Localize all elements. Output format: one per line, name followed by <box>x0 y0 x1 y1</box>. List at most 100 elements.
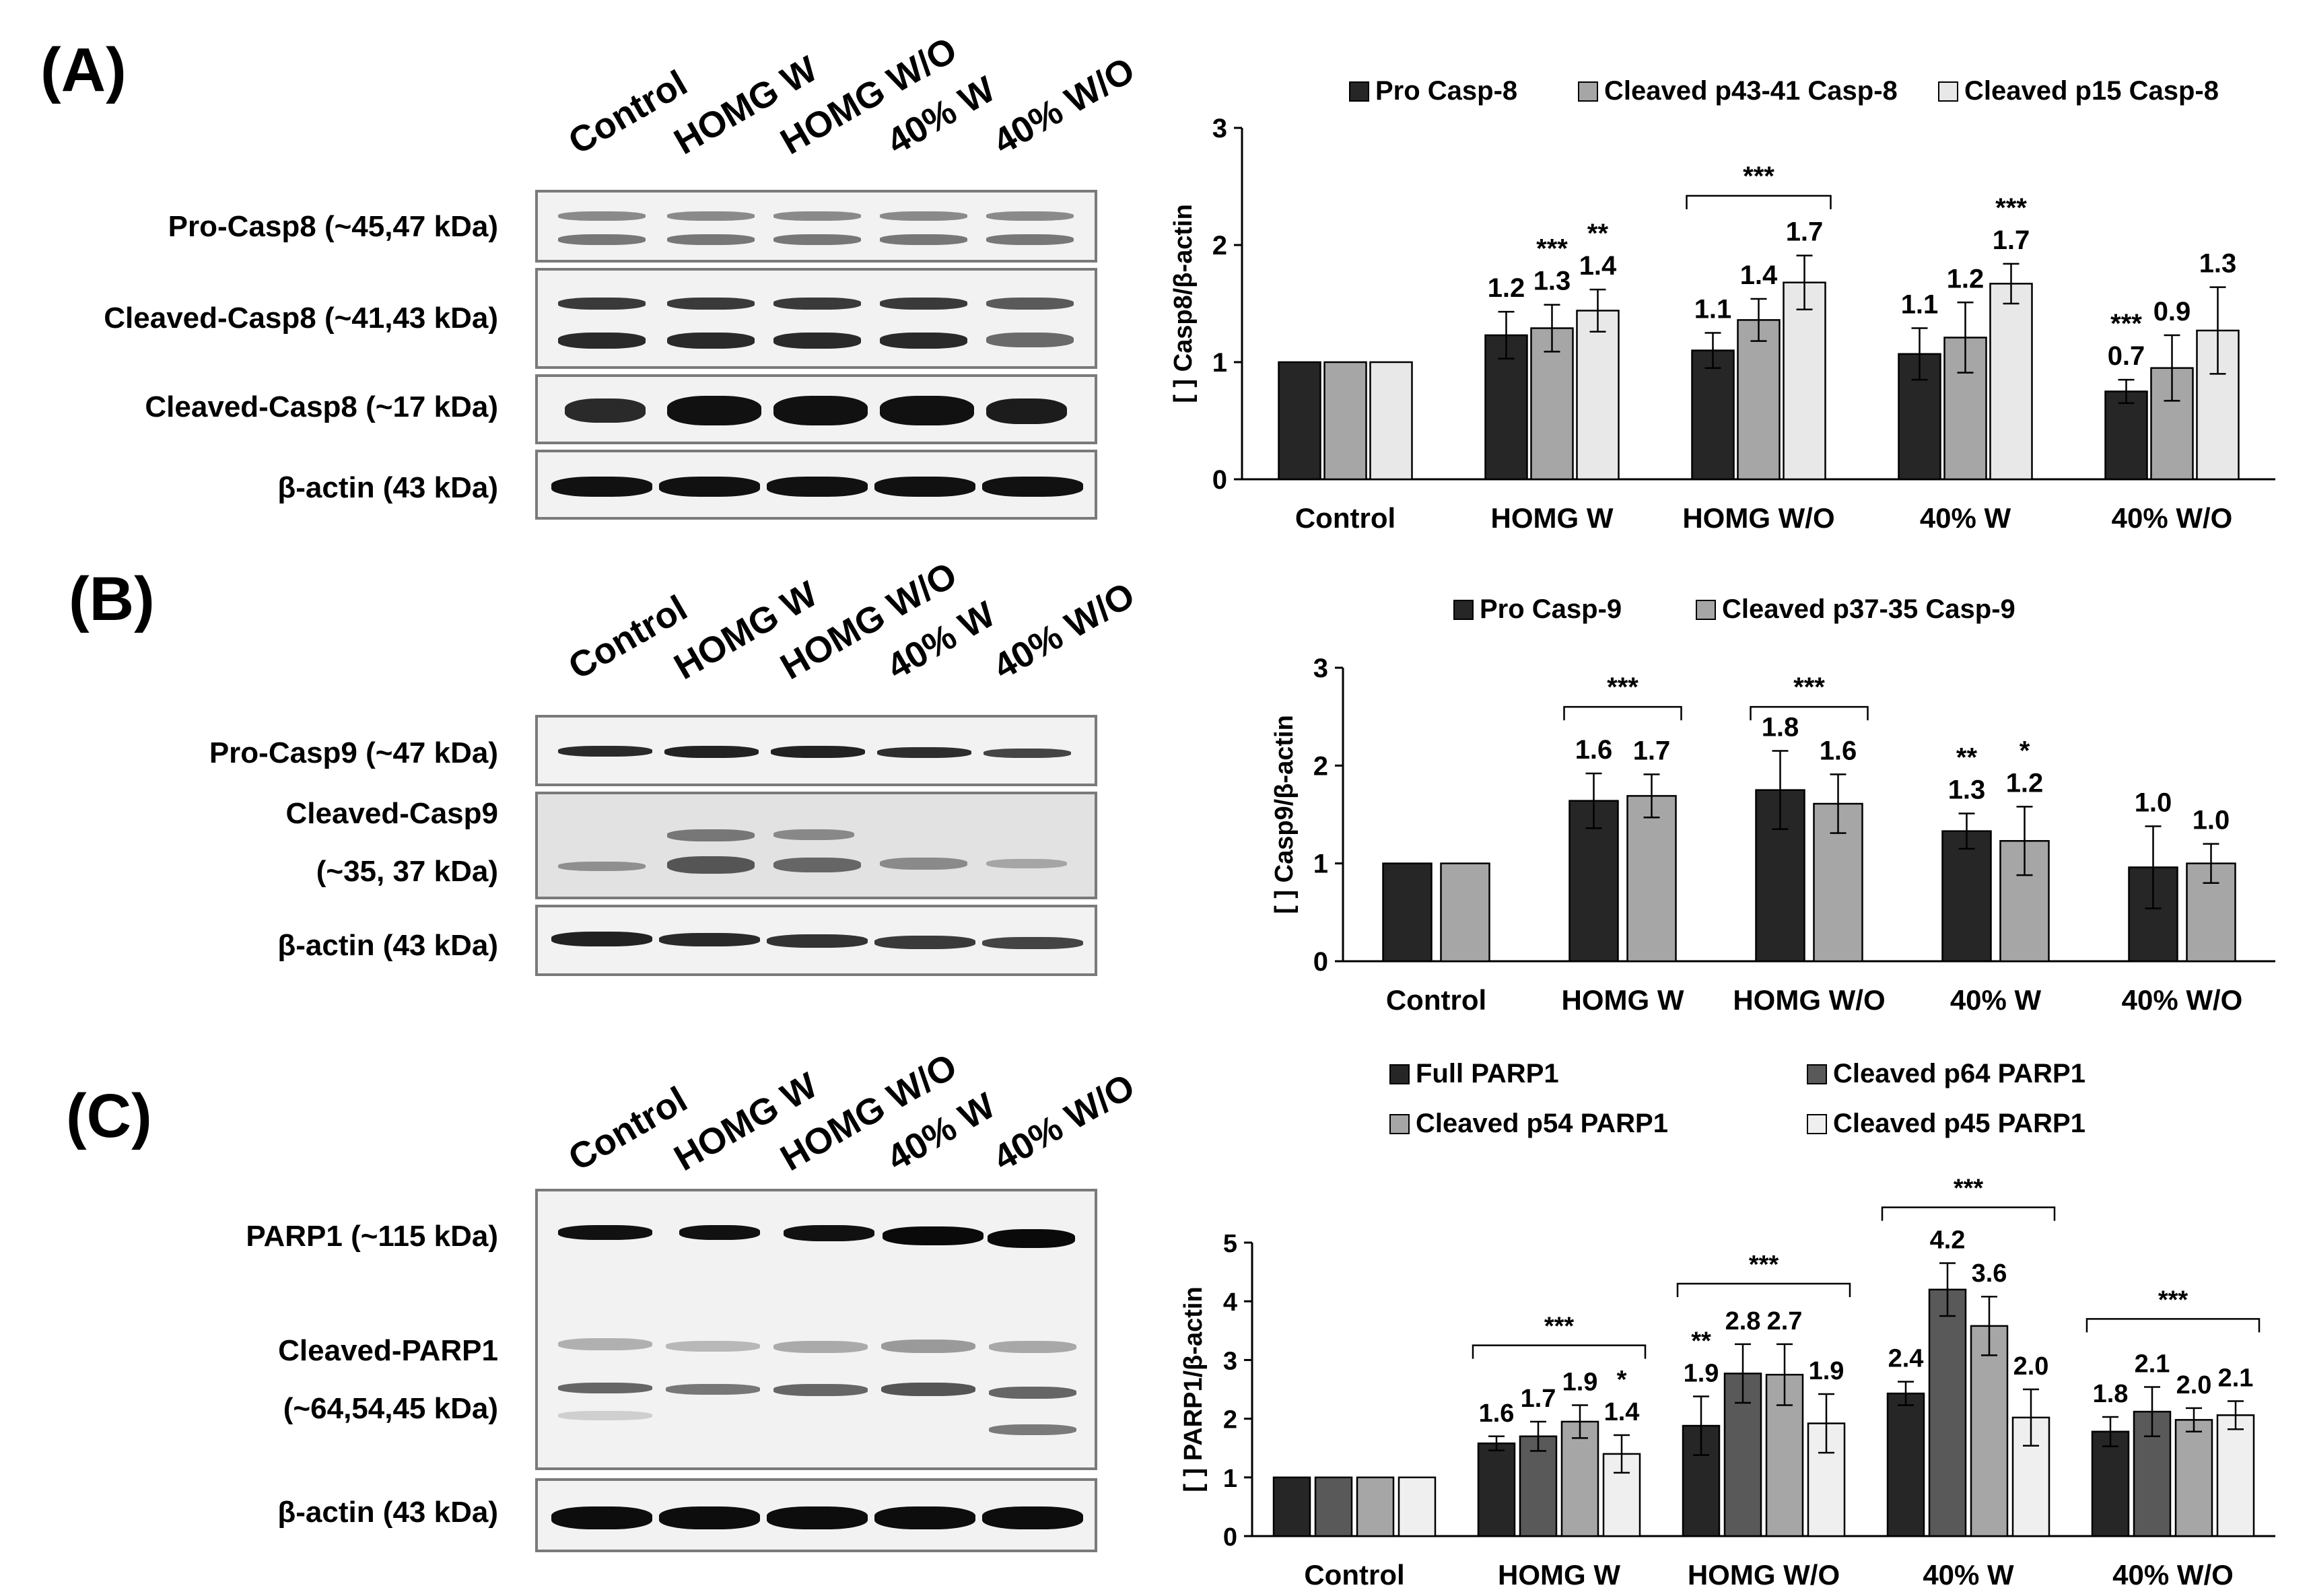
x-tick-label: 40% W <box>1923 1559 2014 1591</box>
blot-band <box>877 747 971 758</box>
blot-band <box>666 1384 760 1395</box>
y-axis-label: [ ] Casp9/β-actin <box>1270 715 1299 914</box>
blot-band <box>664 746 759 758</box>
significance-stars: *** <box>1544 1313 1575 1341</box>
data-label: 2.4 <box>1888 1345 1924 1373</box>
bar <box>1783 281 1826 481</box>
significance-stars: *** <box>1749 1251 1779 1279</box>
bar <box>1626 795 1677 963</box>
row-label-pro-casp9: Pro-Casp9 (~47 kDa) <box>209 736 498 769</box>
blot-band <box>767 934 868 948</box>
blot-band <box>558 746 652 757</box>
panel-c-letter: (C) <box>66 1082 152 1150</box>
data-label: 1.1 <box>1694 295 1732 324</box>
bar <box>1989 283 2033 481</box>
y-tick-label: 5 <box>1223 1230 1237 1258</box>
blot-cleaved-casp8-17 <box>535 374 1097 444</box>
data-label: 1.6 <box>1575 735 1613 765</box>
significance-stars: *** <box>2158 1286 2188 1314</box>
blot-cleaved-casp9 <box>535 792 1097 899</box>
blot-band <box>551 477 652 497</box>
blot-band <box>771 746 865 758</box>
blot-band <box>667 211 755 221</box>
legend-label: Cleaved p45 PARP1 <box>1833 1109 2085 1138</box>
significance-stars: *** <box>1793 672 1825 702</box>
blot-band <box>880 396 974 425</box>
blot-band <box>773 1341 868 1353</box>
bar <box>1519 1435 1558 1537</box>
legend-label: Pro Casp-9 <box>1480 594 1622 624</box>
blot-band <box>986 298 1074 310</box>
y-tick-label: 1 <box>1212 348 1227 378</box>
row-label-beta-actin-a: β-actin (43 kDa) <box>277 471 498 504</box>
bar <box>2216 1414 2255 1537</box>
bar <box>2091 1430 2130 1537</box>
legend-label: Cleaved p37-35 Casp-9 <box>1722 594 2015 624</box>
blot-beta-actin-b <box>535 905 1097 976</box>
blot-band <box>773 298 861 310</box>
blot-band <box>667 856 755 874</box>
legend-swatch <box>1807 1114 1827 1134</box>
row-label-cleaved-casp9-kda: (~35, 37 kDa) <box>316 855 498 888</box>
blot-band <box>773 1384 868 1396</box>
blot-band <box>986 398 1067 424</box>
blot-band <box>880 234 967 245</box>
data-label: 1.2 <box>1488 273 1525 303</box>
bar <box>1477 1442 1516 1537</box>
y-tick-label: 3 <box>1223 1347 1237 1375</box>
bar <box>1941 830 1992 963</box>
blot-band <box>773 333 861 349</box>
row-label-cleaved-casp9: Cleaved-Casp9 <box>285 797 498 830</box>
significance-stars: *** <box>1995 193 2027 223</box>
significance-stars: *** <box>1743 162 1774 191</box>
blot-band <box>880 333 967 349</box>
data-label: 1.6 <box>1479 1399 1515 1428</box>
blot-band <box>558 1411 652 1420</box>
blot-band <box>986 859 1067 868</box>
blot-band <box>883 1226 984 1245</box>
blot-band <box>667 234 755 245</box>
blot-band <box>874 1506 975 1529</box>
legend-label: Cleaved p43-41 Casp-8 <box>1604 76 1898 106</box>
legend-swatch <box>1389 1064 1410 1084</box>
bar <box>1314 1476 1353 1537</box>
data-label: 1.0 <box>2193 806 2230 835</box>
data-label: 1.0 <box>2135 788 2172 817</box>
significance-bracket <box>1750 705 1869 721</box>
bar <box>1928 1288 1967 1537</box>
row-label-cleaved-parp1: Cleaved-PARP1 <box>278 1334 498 1367</box>
y-axis-label: [ ] PARP1/β-actin <box>1179 1286 1208 1492</box>
x-tick-label: HOMG W/O <box>1688 1559 1840 1591</box>
blot-band <box>881 1340 975 1353</box>
legend-label: Cleaved p54 PARP1 <box>1416 1109 1668 1138</box>
blot-band <box>773 211 861 221</box>
legend-swatch <box>1696 600 1716 620</box>
x-tick-label: Control <box>1386 984 1486 1016</box>
blot-band <box>667 333 755 349</box>
data-label: 2.0 <box>2176 1371 2212 1399</box>
blot-band <box>659 933 760 946</box>
blot-pro-casp9 <box>535 715 1097 786</box>
data-label: 1.6 <box>1820 736 1857 765</box>
y-axis-label: [ ] Casp8/β-actin <box>1169 204 1198 403</box>
data-label: 2.7 <box>1767 1307 1803 1335</box>
panel-a-letter: (A) <box>40 36 127 104</box>
blot-band <box>667 298 755 310</box>
y-tick-label: 0 <box>1313 947 1328 977</box>
data-label: 0.9 <box>2153 297 2191 326</box>
legend-swatch <box>1807 1064 1827 1084</box>
bar <box>1737 319 1781 481</box>
x-tick-label: 40% W/O <box>2112 1559 2234 1591</box>
y-tick-label: 3 <box>1313 654 1328 683</box>
data-label: 1.7 <box>1633 736 1671 765</box>
data-label: 1.2 <box>2006 768 2044 798</box>
significance-stars: * <box>1617 1366 1627 1394</box>
data-label: 2.8 <box>1725 1307 1761 1335</box>
significance-bracket <box>1472 1344 1647 1359</box>
data-label: 1.4 <box>1740 261 1778 290</box>
significance-stars: *** <box>1607 672 1639 702</box>
blot-band <box>565 398 646 423</box>
y-tick-label: 0 <box>1223 1523 1237 1552</box>
data-label: 1.9 <box>1809 1357 1844 1385</box>
row-label-parp1: PARP1 (~115 kDa) <box>246 1220 498 1253</box>
